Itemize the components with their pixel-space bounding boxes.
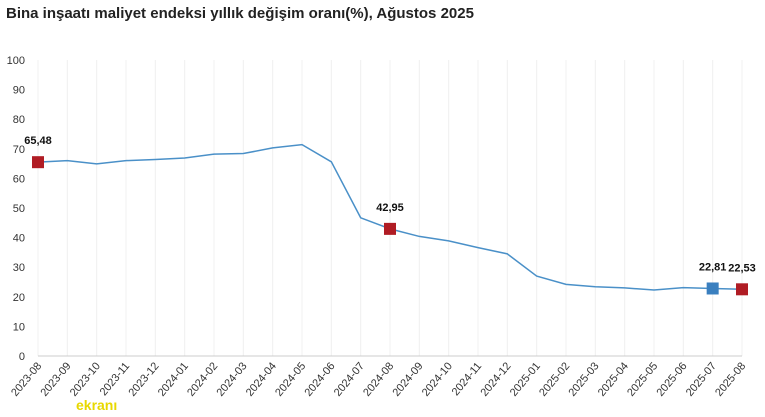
marker [32,156,44,169]
x-tick-label: 2025-02 [537,360,572,399]
marker [384,222,396,235]
y-tick-label: 10 [13,321,25,333]
x-tick-label: 2025-04 [596,360,631,399]
x-tick-label: 2024-08 [361,360,396,399]
y-tick-label: 100 [7,55,25,67]
x-tick-label: 2024-02 [185,360,220,399]
x-tick-label: 2024-07 [332,360,367,399]
x-tick-label: 2024-10 [420,360,455,399]
y-tick-label: 80 [13,114,25,126]
y-tick-label: 20 [13,292,25,304]
watermark: ekranı [76,397,117,413]
x-tick-label: 2025-06 [654,360,689,399]
x-tick-label: 2025-07 [684,360,719,399]
marker [706,282,719,295]
value-label: 22,81 [699,261,727,273]
value-label: 42,95 [376,202,404,214]
x-tick-label: 2023-08 [9,360,44,399]
x-tick-label: 2024-01 [156,360,191,399]
y-tick-label: 90 [13,85,25,97]
x-tick-label: 2024-09 [390,360,425,399]
y-tick-label: 50 [13,203,25,215]
x-tick-label: 2024-06 [302,360,337,399]
marker [736,283,748,296]
y-tick-label: 30 [13,262,25,274]
x-tick-label: 2023-10 [68,360,103,399]
y-tick-label: 0 [19,351,25,363]
x-tick-label: 2023-12 [126,360,161,399]
x-tick-label: 2024-03 [214,360,249,399]
value-label: 22,53 [728,262,756,274]
x-tick-label: 2025-05 [625,360,660,399]
x-tick-label: 2024-12 [478,360,513,399]
x-tick-label: 2025-08 [713,360,748,399]
y-tick-label: 70 [13,144,25,156]
x-tick-label: 2024-04 [244,360,279,399]
x-tick-label: 2025-03 [566,360,601,399]
y-tick-label: 60 [13,173,25,185]
x-tick-label: 2025-01 [508,360,543,399]
x-tick-label: 2023-09 [38,360,73,399]
value-label: 65,48 [24,135,52,147]
chart-title: Bina inşaatı maliyet endeksi yıllık deği… [6,5,474,22]
y-tick-label: 40 [13,233,25,245]
x-tick-label: 2024-05 [273,360,308,399]
